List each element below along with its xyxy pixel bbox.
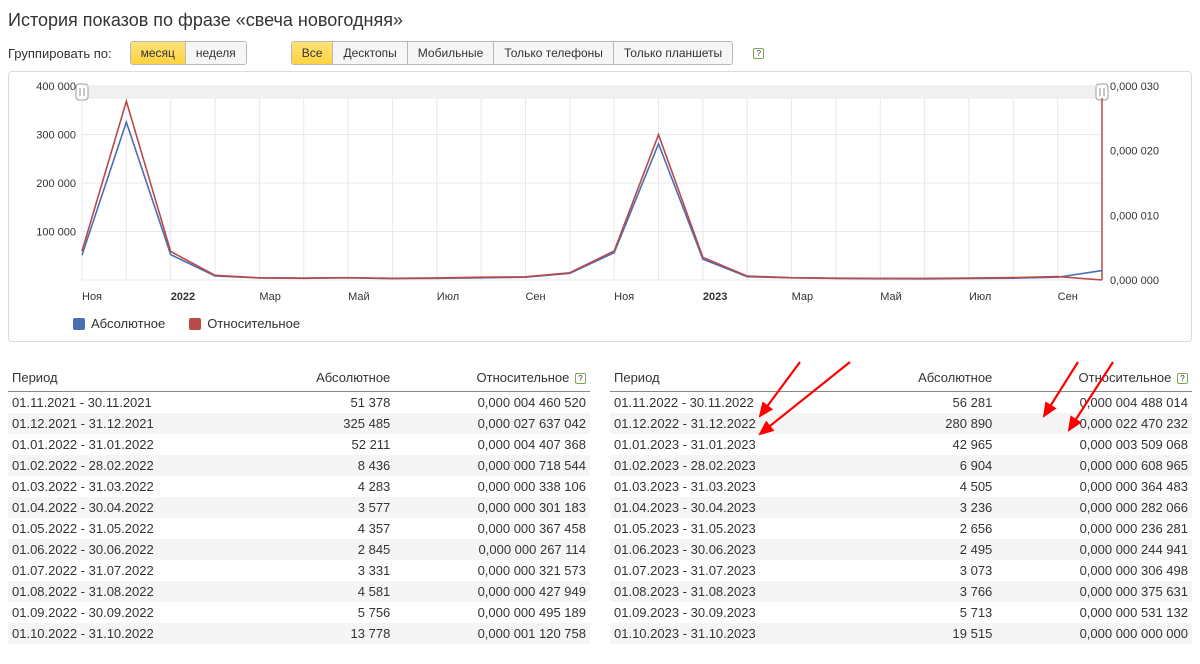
svg-text:2022: 2022: [171, 291, 195, 303]
svg-text:Мар: Мар: [792, 291, 814, 303]
table-row: 01.08.2022 - 31.08.20224 5810,000 000 42…: [8, 581, 590, 602]
table-row: 01.04.2022 - 30.04.20223 5770,000 000 30…: [8, 497, 590, 518]
data-tables: Период Абсолютное Относительное ? 01.11.…: [8, 364, 1192, 644]
seg-btn-неделя[interactable]: неделя: [186, 42, 246, 64]
table-row: 01.07.2023 - 31.07.20233 0730,000 000 30…: [610, 560, 1192, 581]
seg-btn-десктопы[interactable]: Десктопы: [333, 42, 407, 64]
table-row: 01.10.2022 - 31.10.202213 7780,000 001 1…: [8, 623, 590, 644]
svg-text:0,000 020: 0,000 020: [1110, 146, 1159, 158]
help-icon[interactable]: ?: [575, 373, 586, 384]
svg-text:Ноя: Ноя: [614, 291, 634, 303]
controls-bar: Группировать по: месяцнеделя ВсеДесктопы…: [8, 41, 1192, 65]
col-period: Период: [8, 364, 257, 392]
table-row: 01.02.2022 - 28.02.20228 4360,000 000 71…: [8, 455, 590, 476]
table-left: Период Абсолютное Относительное ? 01.11.…: [8, 364, 590, 644]
group-by-segmented: месяцнеделя: [130, 41, 247, 65]
svg-text:0,000 030: 0,000 030: [1110, 81, 1159, 93]
seg-btn-только планшеты[interactable]: Только планшеты: [614, 42, 732, 64]
svg-text:Мар: Мар: [259, 291, 281, 303]
svg-text:Май: Май: [348, 291, 370, 303]
col-rel: Относительное ?: [394, 364, 590, 392]
table-row: 01.10.2023 - 31.10.202319 5150,000 000 0…: [610, 623, 1192, 644]
legend-rel[interactable]: Относительное: [189, 316, 300, 331]
svg-text:Сен: Сен: [1058, 291, 1078, 303]
table-row: 01.03.2023 - 31.03.20234 5050,000 000 36…: [610, 476, 1192, 497]
col-abs: Абсолютное: [257, 364, 394, 392]
chart-container: Ноя 2022 Мар Май Июл Сен Ноя 2023 Мар Май Июл Сен 10…: [8, 71, 1192, 342]
device-segmented: ВсеДесктопыМобильныеТолько телефоныТольк…: [291, 41, 733, 65]
svg-text:300 000: 300 000: [36, 130, 76, 142]
table-row: 01.02.2023 - 28.02.20236 9040,000 000 60…: [610, 455, 1192, 476]
table-row: 01.05.2022 - 31.05.20224 3570,000 000 36…: [8, 518, 590, 539]
table-row: 01.09.2022 - 30.09.20225 7560,000 000 49…: [8, 602, 590, 623]
chart-legend: Абсолютное Относительное: [17, 310, 1183, 331]
svg-text:Ноя: Ноя: [82, 291, 102, 303]
table-row: 01.12.2022 - 31.12.2022280 8900,000 022 …: [610, 413, 1192, 434]
table-row: 01.01.2022 - 31.01.202252 2110,000 004 4…: [8, 434, 590, 455]
legend-abs[interactable]: Абсолютное: [73, 316, 165, 331]
svg-text:Май: Май: [880, 291, 902, 303]
help-icon[interactable]: ?: [753, 48, 764, 59]
col-period: Период: [610, 364, 859, 392]
table-row: 01.11.2022 - 30.11.202256 2810,000 004 4…: [610, 392, 1192, 414]
seg-btn-все[interactable]: Все: [292, 42, 334, 64]
page-title: История показов по фразе «свеча новогодн…: [8, 10, 1192, 31]
table-row: 01.12.2021 - 31.12.2021325 4850,000 027 …: [8, 413, 590, 434]
seg-btn-мобильные[interactable]: Мобильные: [408, 42, 495, 64]
seg-btn-только телефоны[interactable]: Только телефоны: [494, 42, 614, 64]
table-row: 01.06.2022 - 30.06.20222 8450,000 000 26…: [8, 539, 590, 560]
table-row: 01.01.2023 - 31.01.202342 9650,000 003 5…: [610, 434, 1192, 455]
svg-text:2023: 2023: [703, 291, 727, 303]
svg-text:Июл: Июл: [437, 291, 459, 303]
help-icon[interactable]: ?: [1177, 373, 1188, 384]
table-row: 01.07.2022 - 31.07.20223 3310,000 000 32…: [8, 560, 590, 581]
svg-text:Июл: Июл: [969, 291, 991, 303]
svg-text:100 000: 100 000: [36, 227, 76, 239]
svg-text:0,000 010: 0,000 010: [1110, 210, 1159, 222]
table-row: 01.03.2022 - 31.03.20224 2830,000 000 33…: [8, 476, 590, 497]
table-row: 01.05.2023 - 31.05.20232 6560,000 000 23…: [610, 518, 1192, 539]
table-row: 01.11.2021 - 30.11.202151 3780,000 004 4…: [8, 392, 590, 414]
table-row: 01.09.2023 - 30.09.20235 7130,000 000 53…: [610, 602, 1192, 623]
table-row: 01.08.2023 - 31.08.20233 7660,000 000 37…: [610, 581, 1192, 602]
svg-text:400 000: 400 000: [36, 81, 76, 93]
svg-text:Сен: Сен: [525, 291, 545, 303]
table-right: Период Абсолютное Относительное ? 01.11.…: [610, 364, 1192, 644]
svg-text:200 000: 200 000: [36, 178, 76, 190]
table-row: 01.06.2023 - 30.06.20232 4950,000 000 24…: [610, 539, 1192, 560]
svg-text:0,000 000: 0,000 000: [1110, 275, 1159, 287]
col-abs: Абсолютное: [859, 364, 996, 392]
col-rel: Относительное ?: [996, 364, 1192, 392]
seg-btn-месяц[interactable]: месяц: [131, 42, 186, 64]
history-chart: Ноя 2022 Мар Май Июл Сен Ноя 2023 Мар Май Июл Сен 10…: [17, 78, 1183, 310]
group-by-label: Группировать по:: [8, 46, 112, 61]
table-row: 01.04.2023 - 30.04.20233 2360,000 000 28…: [610, 497, 1192, 518]
